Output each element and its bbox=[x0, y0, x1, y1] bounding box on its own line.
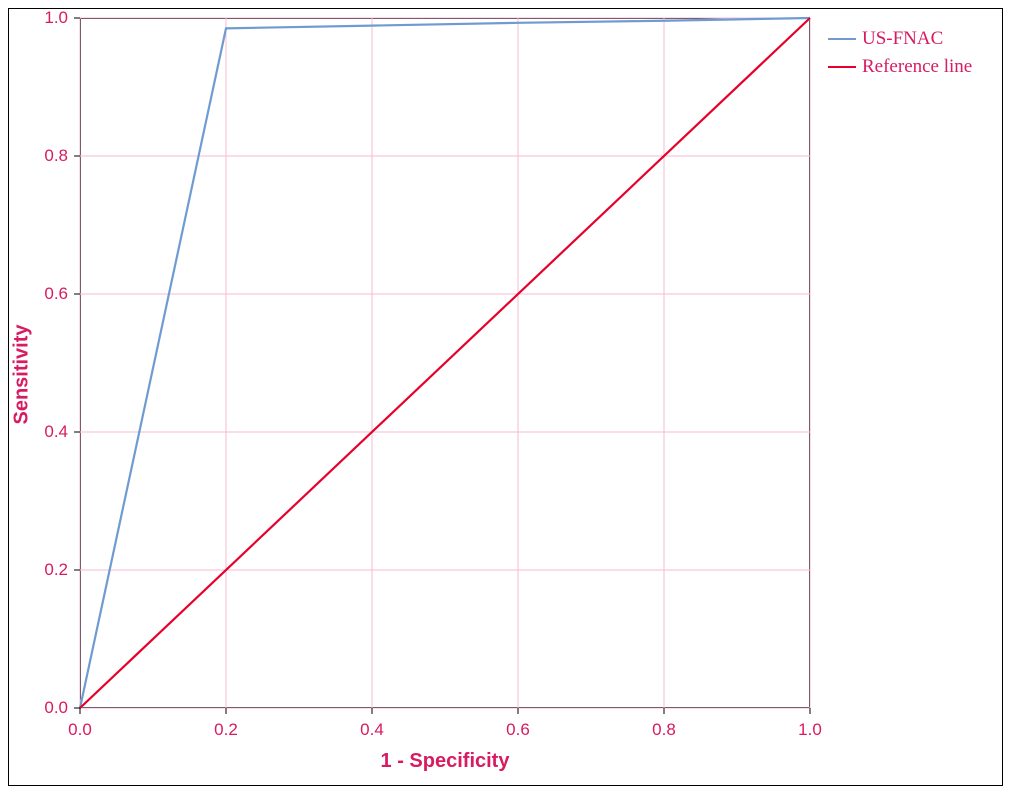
y-tick-label: 0.4 bbox=[38, 422, 68, 442]
y-tick-label: 1.0 bbox=[38, 8, 68, 28]
y-tick-label: 0.6 bbox=[38, 284, 68, 304]
x-tick-label: 0.0 bbox=[68, 720, 92, 740]
y-tick-label: 0.8 bbox=[38, 146, 68, 166]
legend-swatch bbox=[828, 38, 856, 40]
legend-label: Reference line bbox=[862, 56, 972, 78]
x-tick-label: 0.8 bbox=[652, 720, 676, 740]
y-tick-label: 0.0 bbox=[38, 698, 68, 718]
x-tick-label: 0.4 bbox=[360, 720, 384, 740]
x-axis-label: 1 - Specificity bbox=[381, 750, 510, 773]
x-tick-label: 1.0 bbox=[798, 720, 822, 740]
x-tick-label: 0.6 bbox=[506, 720, 530, 740]
y-tick-label: 0.2 bbox=[38, 560, 68, 580]
legend: US-FNAC Reference line bbox=[828, 28, 972, 84]
y-axis-label: Sensitivity bbox=[11, 324, 34, 424]
roc-chart: 0.0 0.2 0.4 0.6 0.8 1.0 0.0 0.2 0.4 0.6 0.8 1.0 Se… bbox=[0, 0, 1011, 794]
legend-item: US-FNAC bbox=[828, 28, 972, 50]
x-tick-label: 0.2 bbox=[214, 720, 238, 740]
plot-area bbox=[80, 18, 810, 708]
legend-swatch bbox=[828, 66, 856, 68]
legend-item: Reference line bbox=[828, 56, 972, 78]
legend-label: US-FNAC bbox=[862, 28, 943, 50]
